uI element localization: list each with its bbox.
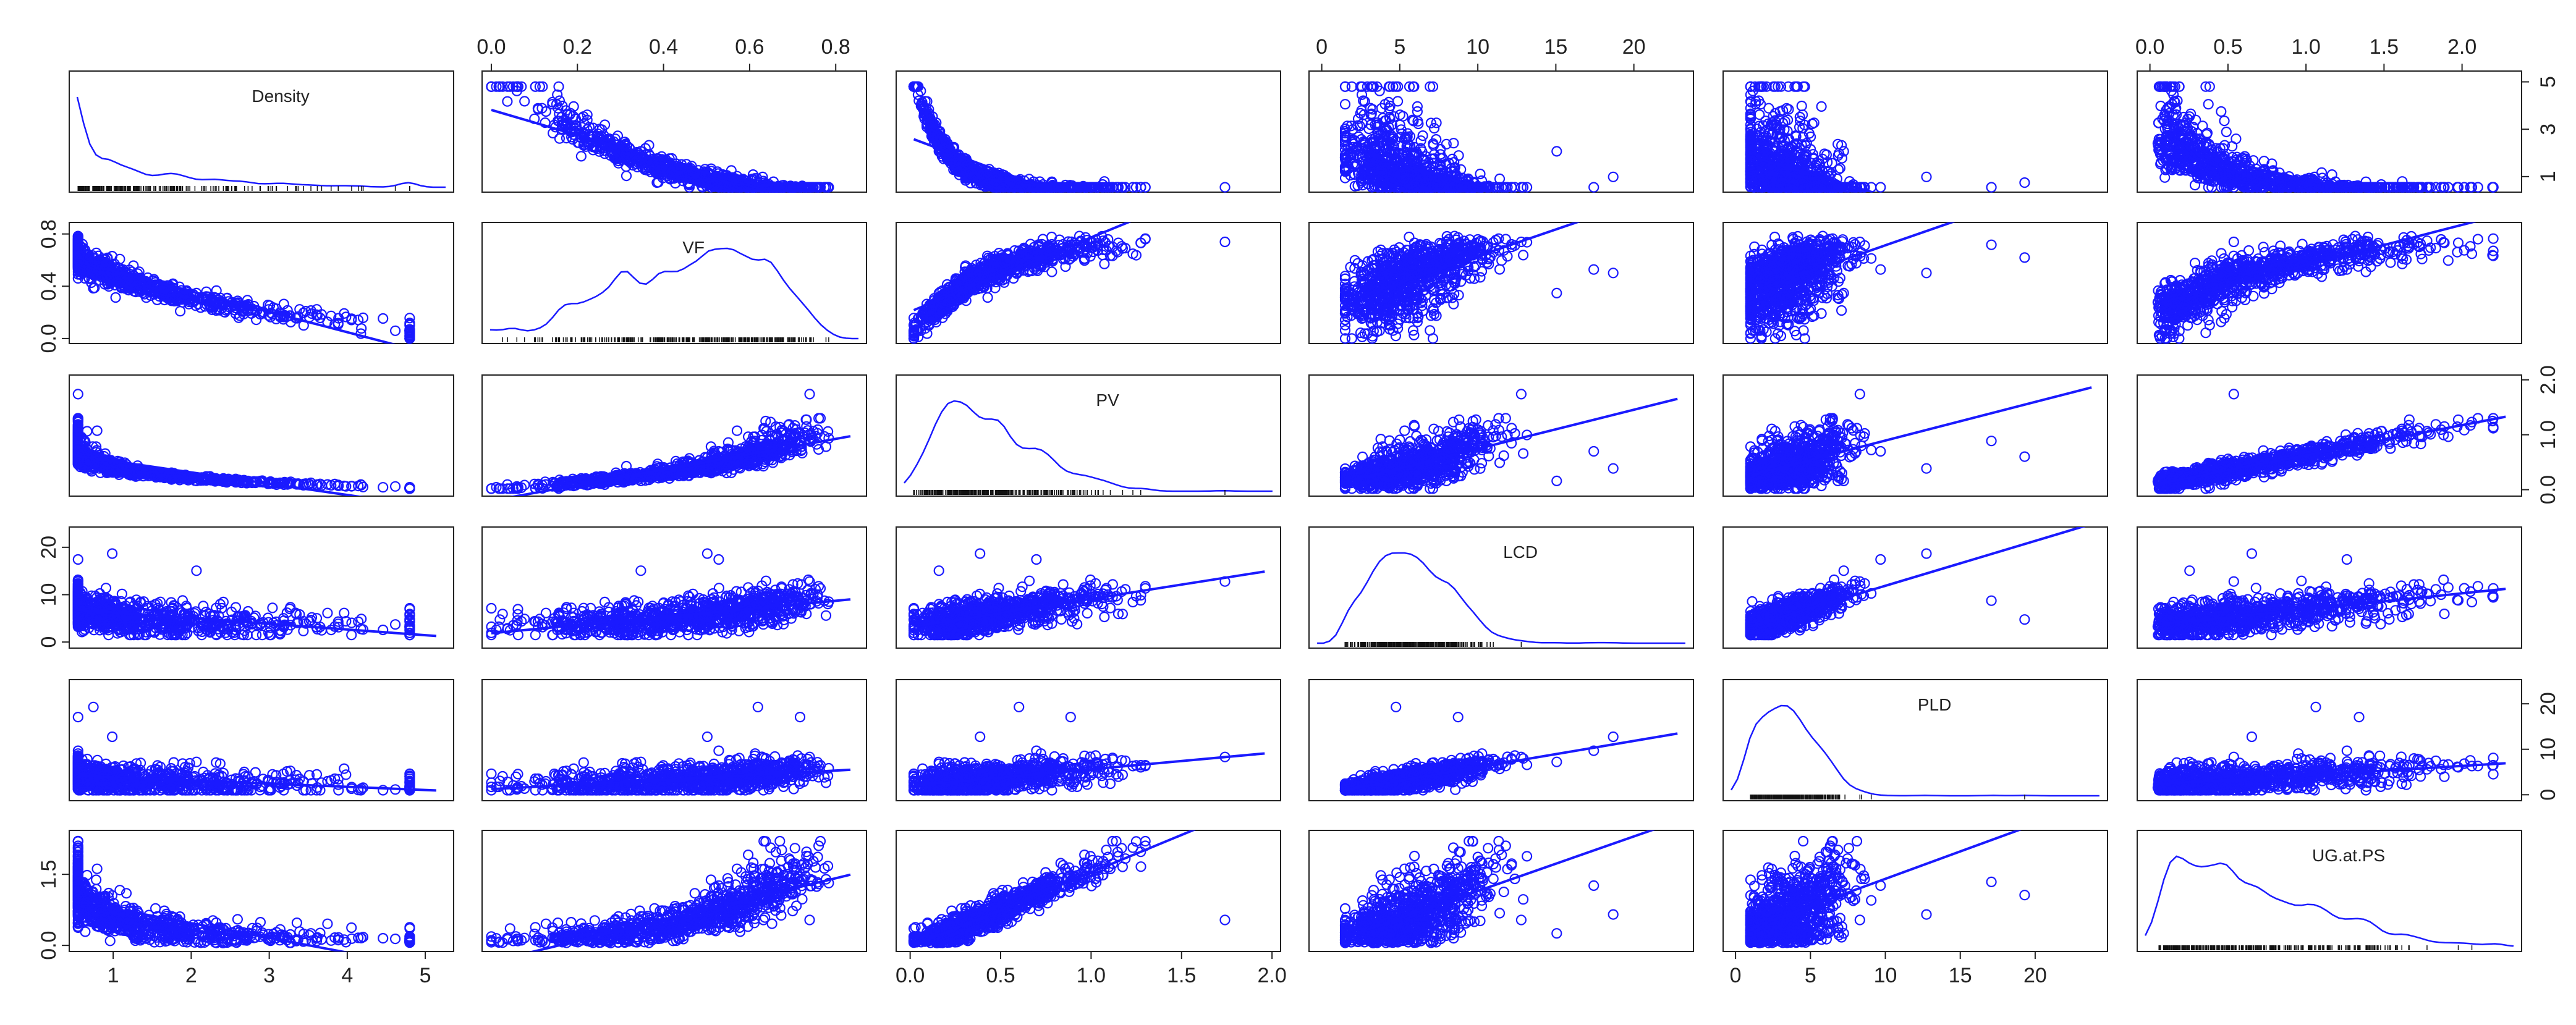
density-curve xyxy=(77,97,446,187)
data-point xyxy=(1221,183,1230,192)
data-point xyxy=(1341,99,1350,109)
panel-Density-vs-PLD xyxy=(1723,71,2108,257)
data-point xyxy=(520,96,529,106)
panel-Density-vs-Density: Density xyxy=(69,71,454,192)
data-point xyxy=(1589,183,1598,192)
data-point xyxy=(1609,172,1618,182)
data-point xyxy=(502,97,512,106)
data-point xyxy=(1476,169,1485,179)
data-point xyxy=(622,171,631,180)
regression-line xyxy=(491,110,850,216)
data-point xyxy=(1341,82,1350,91)
data-point xyxy=(577,151,586,161)
panel-Density-vs-LCD xyxy=(1309,71,1693,247)
data-point xyxy=(1399,112,1408,121)
variable-label: Density xyxy=(252,86,309,106)
panel-Density-vs-VF xyxy=(482,71,866,215)
data-point xyxy=(1552,146,1561,156)
data-point xyxy=(1393,96,1402,106)
